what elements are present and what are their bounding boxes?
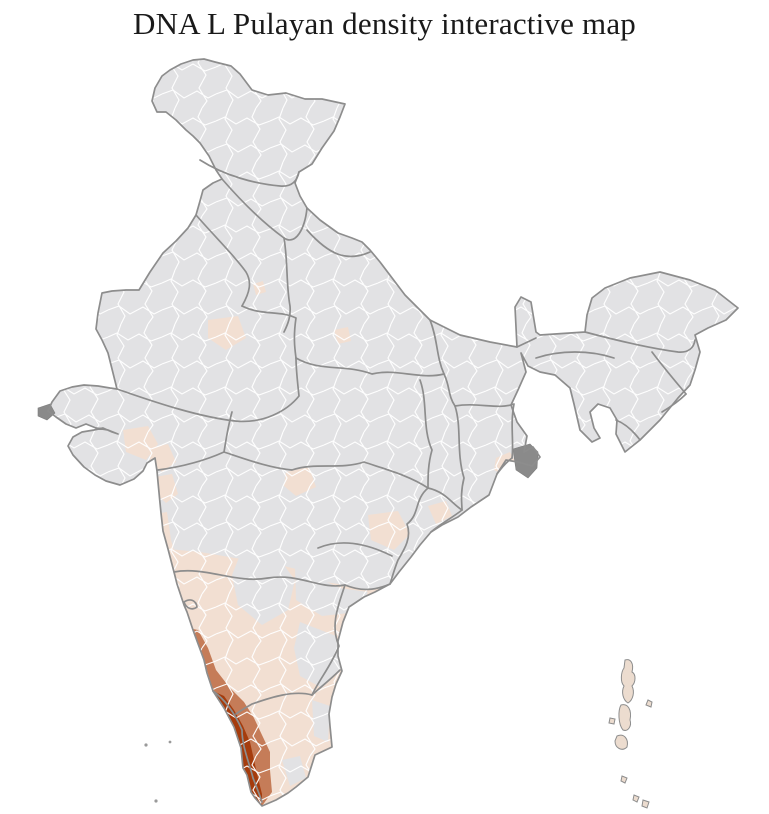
lakshadweep-islets[interactable] [144, 740, 172, 803]
island-little-andaman[interactable] [614, 734, 628, 750]
island-south-andaman[interactable] [618, 704, 631, 731]
region-kutch-marsh-excluded[interactable] [37, 403, 56, 421]
islet-nicobar-2[interactable] [641, 799, 650, 809]
island-north-andaman[interactable] [620, 659, 636, 704]
islet-lakshadweep-2[interactable] [168, 740, 172, 744]
state-borders [116, 159, 696, 803]
district-borders-grid [48, 59, 738, 806]
islet-east[interactable] [645, 699, 653, 708]
andaman-nicobar-islands[interactable] [608, 659, 653, 809]
islet-west[interactable] [608, 717, 616, 725]
islet-lakshadweep-1[interactable] [144, 743, 148, 747]
islet-nicobar-1[interactable] [632, 794, 640, 803]
page-title: DNA L Pulayan density interactive map [133, 6, 636, 41]
region-bengal-delta-excluded[interactable] [512, 443, 539, 479]
islet-car-nicobar[interactable] [620, 775, 628, 784]
islet-lakshadweep-3[interactable] [154, 799, 158, 803]
